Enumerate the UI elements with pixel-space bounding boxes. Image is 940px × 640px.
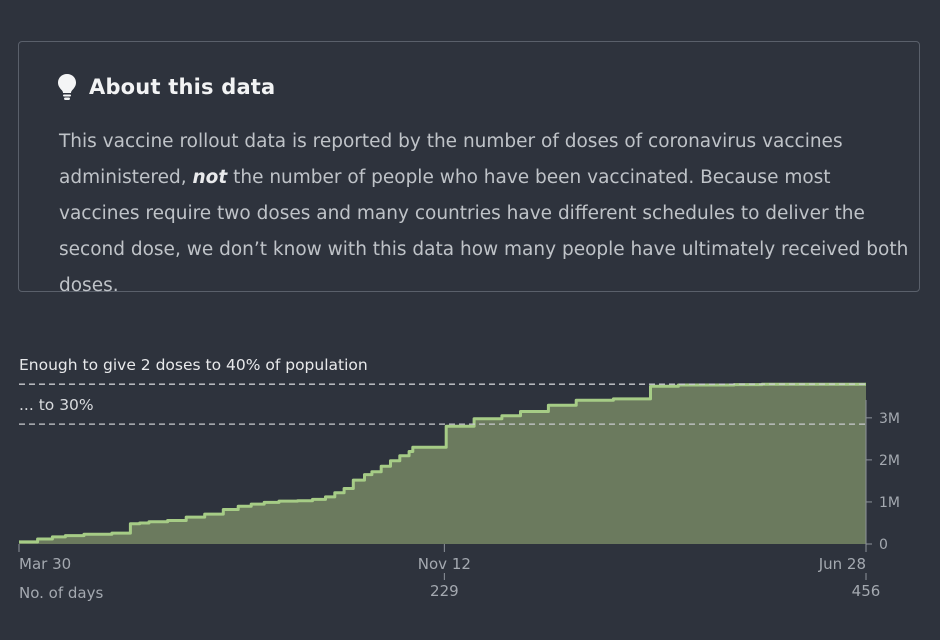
doses-line <box>19 382 866 544</box>
y-tick-label-0: 0 <box>879 537 888 553</box>
days-caption: No. of days <box>19 584 104 602</box>
about-body-emphasis: not <box>192 167 228 188</box>
about-body-text-2: the number of people who have been vacci… <box>59 167 909 296</box>
reference-label-30pct: ... to 30% <box>19 396 94 415</box>
about-body: This vaccine rollout data is reported by… <box>59 124 909 304</box>
x-tick-label-mid: Nov 12 <box>417 555 471 573</box>
days-value-mid: 229 <box>430 582 459 600</box>
doses-area <box>19 384 866 544</box>
y-tick-label-2: 2M <box>879 453 900 469</box>
x-tick-label-end: Jun 28 <box>818 555 866 573</box>
reference-label-40pct: Enough to give 2 doses to 40% of populat… <box>19 356 368 375</box>
about-title: About this data <box>89 75 276 99</box>
x-tick-label-start: Mar 30 <box>19 555 72 573</box>
y-tick-label-1: 1M <box>879 495 900 511</box>
about-body-text-1: This vaccine rollout data is reported by… <box>59 131 843 188</box>
doses-chart: 0 1M 2M 3M Enough to give 2 doses to 40% of… <box>0 340 940 640</box>
y-tick-label-3: 3M <box>879 411 900 427</box>
lightbulb-icon <box>58 74 76 100</box>
chart-canvas: 0 1M 2M 3M <box>18 382 900 580</box>
about-header: About this data <box>57 73 275 101</box>
days-value-end: 456 <box>851 582 881 600</box>
about-data-card: About this data This vaccine rollout dat… <box>18 41 920 296</box>
